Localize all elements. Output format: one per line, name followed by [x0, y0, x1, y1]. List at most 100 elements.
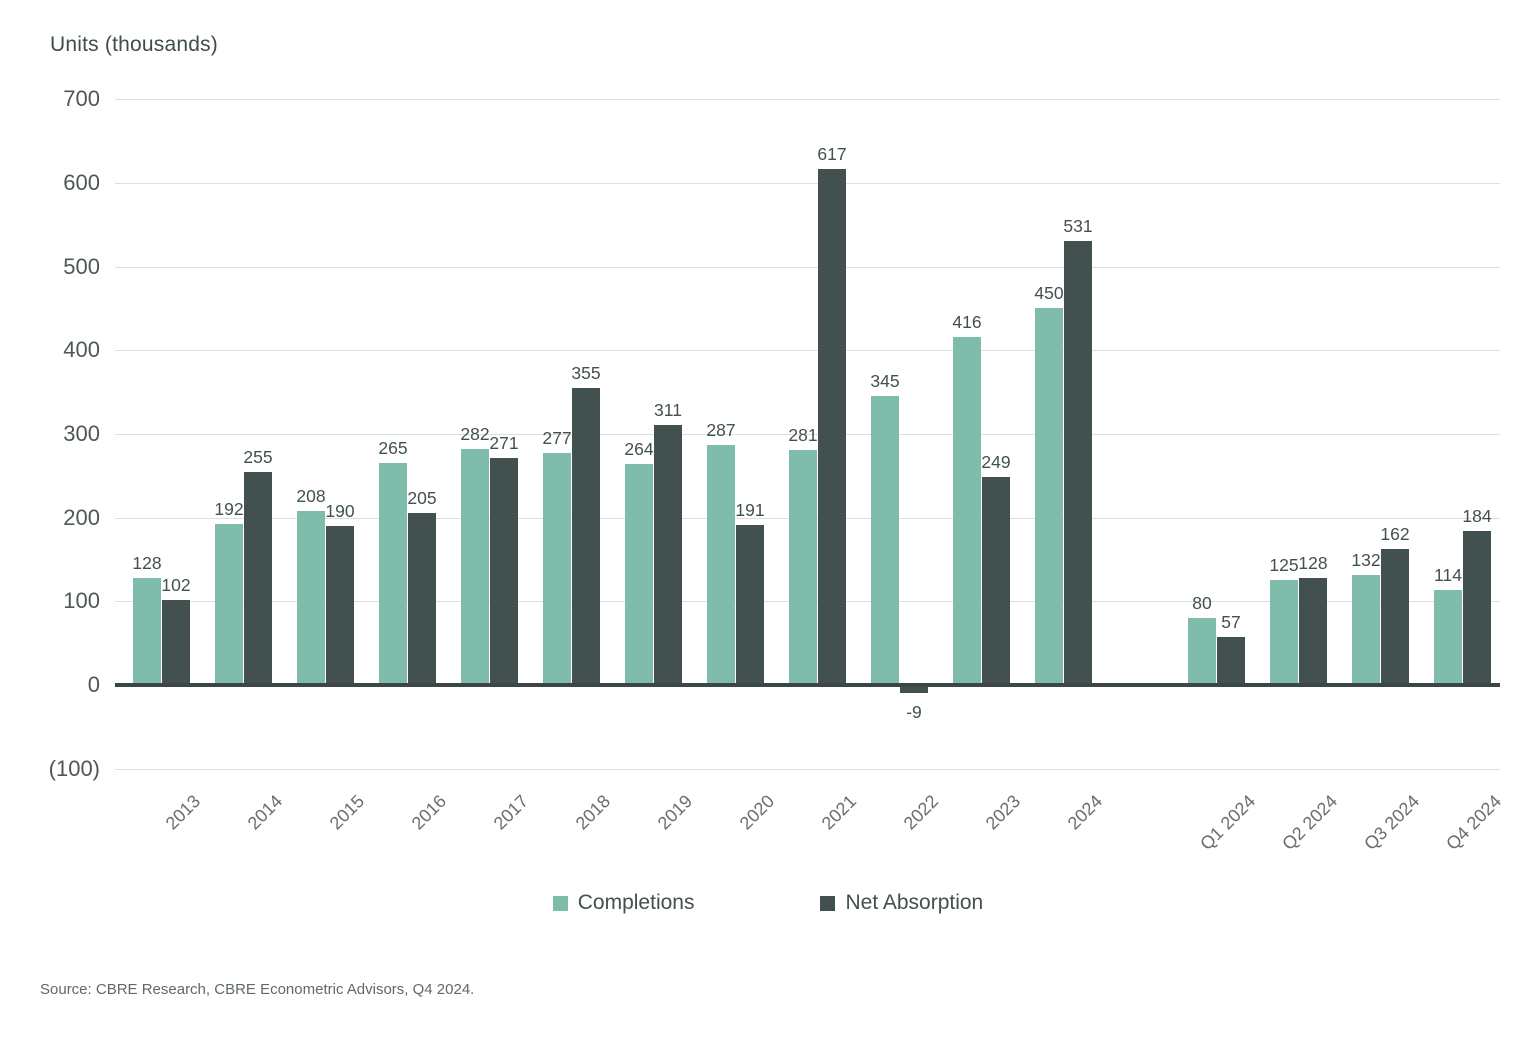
bar-net-absorption-2021 — [818, 168, 846, 685]
bar-completions-2013 — [133, 577, 161, 685]
value-label-completions-2018: 277 — [542, 428, 572, 449]
value-label-completions-q2-2024: 125 — [1269, 555, 1299, 576]
value-label-completions-2015: 208 — [296, 485, 326, 506]
bar-net-absorption-2019 — [654, 424, 682, 685]
bar-net-absorption-2013 — [162, 599, 190, 685]
source-note: Source: CBRE Research, CBRE Econometric … — [40, 981, 475, 998]
y-axis-tick-label: 200 — [63, 504, 100, 530]
value-label-net-absorption-2013: 102 — [161, 574, 191, 595]
bar-net-absorption-2023 — [982, 476, 1010, 685]
x-axis-tick-label-2017: 2017 — [489, 791, 532, 834]
bar-net-absorption-q1-2024 — [1217, 637, 1245, 685]
bar-completions-2020 — [707, 444, 735, 685]
bar-net-absorption-2017 — [490, 458, 518, 685]
value-label-completions-q1-2024: 80 — [1192, 593, 1212, 614]
completions-swatch-icon — [552, 895, 568, 911]
value-label-completions-2023: 416 — [952, 311, 982, 332]
value-label-net-absorption-2023: 249 — [981, 451, 1011, 472]
value-label-completions-2022: 345 — [870, 371, 900, 392]
bar-net-absorption-2014 — [244, 471, 272, 685]
value-label-net-absorption-2021: 617 — [817, 143, 847, 164]
bar-completions-2017 — [461, 448, 489, 685]
x-axis-tick-label-q4-2024: Q4 2024 — [1441, 791, 1505, 854]
x-axis-tick-label-q3-2024: Q3 2024 — [1359, 791, 1423, 854]
y-axis-tick-label: 300 — [63, 420, 100, 446]
bar-net-absorption-2018 — [572, 387, 600, 685]
bar-net-absorption-2022 — [900, 685, 928, 693]
gridline-600 — [115, 182, 1500, 184]
value-label-net-absorption-2018: 355 — [571, 362, 601, 383]
bar-completions-2015 — [297, 510, 325, 685]
bar-net-absorption-2024 — [1064, 240, 1092, 685]
x-axis-tick-label-2020: 2020 — [735, 791, 778, 834]
y-axis-tick-label: 0 — [87, 672, 100, 697]
x-axis-tick-label-2021: 2021 — [817, 791, 860, 834]
y-axis-tick-label: 700 — [63, 86, 100, 112]
gridline-400 — [115, 350, 1500, 352]
legend-item-net-absorption: Net Absorption — [820, 891, 983, 915]
y-axis-tick-label: (100) — [48, 755, 100, 781]
legend-item-completions: Completions — [552, 891, 695, 915]
x-axis-tick-label-2023: 2023 — [981, 791, 1024, 834]
value-label-net-absorption-2020: 191 — [735, 500, 765, 521]
gridline-500 — [115, 266, 1500, 268]
value-label-completions-q4-2024: 114 — [1434, 564, 1462, 585]
bar-completions-2016 — [379, 463, 407, 685]
bar-net-absorption-q3-2024 — [1381, 549, 1409, 685]
value-label-completions-2024: 450 — [1034, 283, 1064, 304]
bar-net-absorption-q4-2024 — [1463, 530, 1491, 685]
bar-completions-2021 — [789, 449, 817, 685]
bar-completions-q1-2024 — [1188, 618, 1216, 685]
value-label-completions-2021: 281 — [788, 424, 818, 445]
chart-title: Units (thousands) — [50, 33, 218, 56]
x-axis-tick-label-2015: 2015 — [325, 791, 368, 834]
x-axis-tick-label-2014: 2014 — [243, 791, 286, 834]
y-axis-tick-label: 600 — [63, 169, 100, 195]
value-label-net-absorption-2022: -9 — [906, 701, 922, 722]
value-label-net-absorption-2016: 205 — [407, 488, 437, 509]
bar-completions-q4-2024 — [1434, 589, 1462, 685]
value-label-completions-2016: 265 — [378, 438, 408, 459]
bar-completions-q3-2024 — [1352, 574, 1380, 685]
x-axis-tick-label-2013: 2013 — [161, 791, 204, 834]
bar-completions-q2-2024 — [1270, 580, 1298, 685]
x-axis-tick-label-2022: 2022 — [899, 791, 942, 834]
bar-completions-2019 — [625, 464, 653, 685]
y-axis-tick-label: 400 — [63, 337, 100, 363]
x-axis-tick-label-q1-2024: Q1 2024 — [1195, 791, 1259, 854]
legend-label-net-absorption: Net Absorption — [845, 891, 984, 914]
bar-net-absorption-2015 — [326, 525, 354, 685]
bar-completions-2022 — [871, 396, 899, 685]
legend-label-completions: Completions — [577, 891, 695, 914]
bar-completions-2024 — [1035, 308, 1063, 685]
gridline-700 — [115, 99, 1500, 101]
value-label-net-absorption-2019: 311 — [654, 399, 682, 420]
value-label-completions-2014: 192 — [214, 499, 244, 520]
x-axis-tick-label-2018: 2018 — [571, 791, 614, 834]
x-axis-tick-label-2024: 2024 — [1063, 791, 1106, 834]
value-label-net-absorption-q2-2024: 128 — [1298, 552, 1328, 573]
bar-completions-2014 — [215, 524, 243, 685]
bar-completions-2023 — [953, 336, 981, 685]
bar-net-absorption-q2-2024 — [1299, 577, 1327, 685]
x-axis-tick-label-2016: 2016 — [407, 791, 450, 834]
value-label-net-absorption-q3-2024: 162 — [1380, 524, 1410, 545]
chart-legend: Completions Net Absorption — [0, 891, 1536, 915]
x-axis-tick-label-2019: 2019 — [653, 791, 696, 834]
x-axis-tick-label-q2-2024: Q2 2024 — [1277, 791, 1341, 854]
value-label-net-absorption-2017: 271 — [489, 433, 519, 454]
y-axis-tick-label: 100 — [63, 588, 100, 614]
value-label-net-absorption-2014: 255 — [243, 446, 273, 467]
gridline-300 — [115, 433, 1500, 435]
bar-net-absorption-2016 — [408, 513, 436, 685]
x-axis-line — [115, 683, 1500, 687]
value-label-completions-2013: 128 — [132, 552, 162, 573]
value-label-net-absorption-2024: 531 — [1063, 215, 1093, 236]
y-axis-tick-label: 500 — [63, 253, 100, 279]
value-label-net-absorption-q1-2024: 57 — [1221, 612, 1241, 633]
gridline-(100) — [115, 768, 1500, 770]
bar-net-absorption-2020 — [736, 525, 764, 685]
value-label-net-absorption-q4-2024: 184 — [1462, 505, 1492, 526]
